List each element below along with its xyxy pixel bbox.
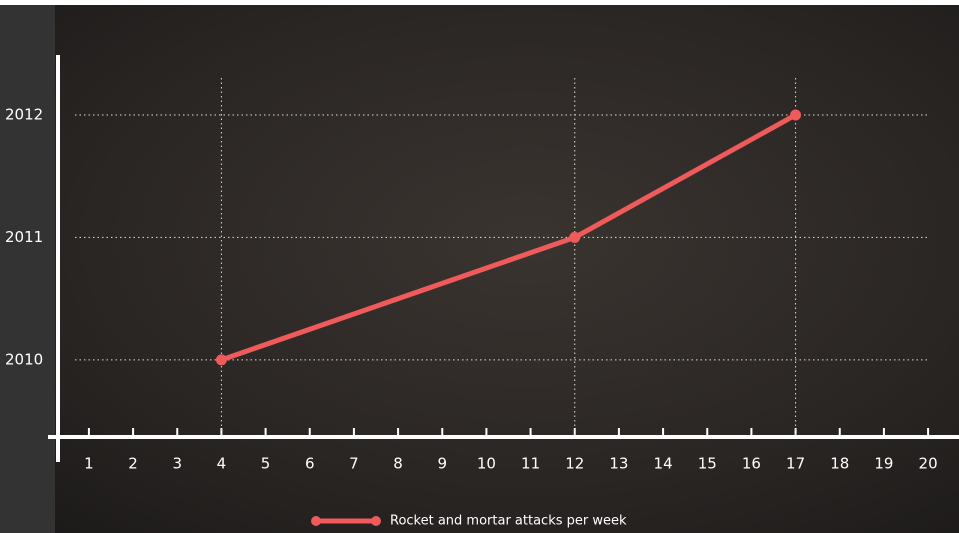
x-tick-label: 8 [393, 455, 403, 473]
legend-dot [371, 516, 381, 526]
x-tick-label: 19 [874, 455, 893, 473]
x-tick-label: 14 [654, 455, 673, 473]
x-tick-label: 3 [172, 455, 182, 473]
x-tick-label: 11 [521, 455, 540, 473]
x-tick-label: 7 [349, 455, 359, 473]
data-point [215, 354, 227, 366]
y-tick-label: 2010 [5, 350, 43, 368]
x-tick-label: 20 [919, 455, 938, 473]
x-tick-label: 10 [477, 455, 496, 473]
y-tick-label: 2011 [5, 228, 43, 246]
x-tick-label: 9 [437, 455, 447, 473]
data-point [790, 109, 802, 121]
top-band [0, 0, 959, 5]
legend-label: Rocket and mortar attacks per week [390, 514, 627, 529]
x-tick-label: 6 [305, 455, 315, 473]
x-tick-label: 2 [128, 455, 138, 473]
x-tick-label: 5 [261, 455, 271, 473]
legend-dot [311, 516, 321, 526]
x-tick-label: 13 [609, 455, 628, 473]
data-point [569, 231, 581, 243]
x-tick-label: 4 [217, 455, 227, 473]
x-tick-label: 16 [742, 455, 761, 473]
x-tick-label: 1 [84, 455, 94, 473]
y-tick-label: 2012 [5, 105, 43, 123]
side-strip [0, 0, 55, 533]
x-tick-label: 15 [698, 455, 717, 473]
x-tick-label: 12 [565, 455, 584, 473]
x-tick-label: 18 [830, 455, 849, 473]
x-tick-label: 17 [786, 455, 805, 473]
